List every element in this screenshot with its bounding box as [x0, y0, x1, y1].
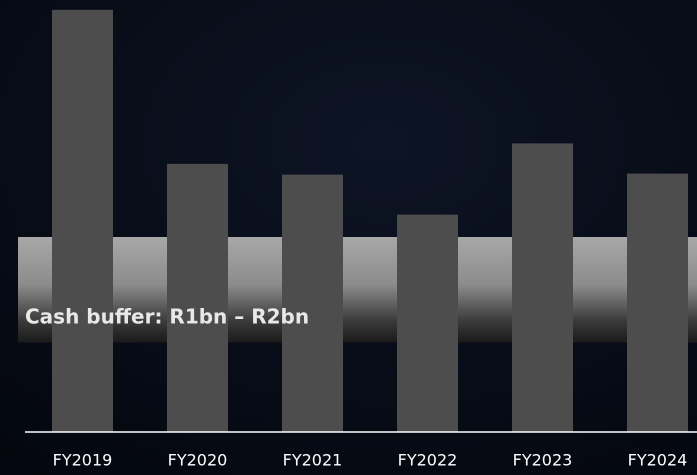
bar [167, 163, 228, 432]
x-tick-label: FY2021 [283, 451, 343, 470]
bar [397, 214, 458, 432]
bar [282, 174, 343, 432]
buffer-band [18, 237, 697, 343]
bar [627, 173, 688, 432]
x-tick-label: FY2022 [398, 451, 458, 470]
band-label: Cash buffer: R1bn – R2bn [25, 305, 309, 329]
x-tick-label: FY2023 [513, 451, 573, 470]
x-tick-label: FY2019 [53, 451, 113, 470]
bar [52, 9, 113, 432]
x-tick-label: FY2020 [168, 451, 228, 470]
x-tick-label: FY2024 [628, 451, 688, 470]
bar [512, 143, 573, 432]
